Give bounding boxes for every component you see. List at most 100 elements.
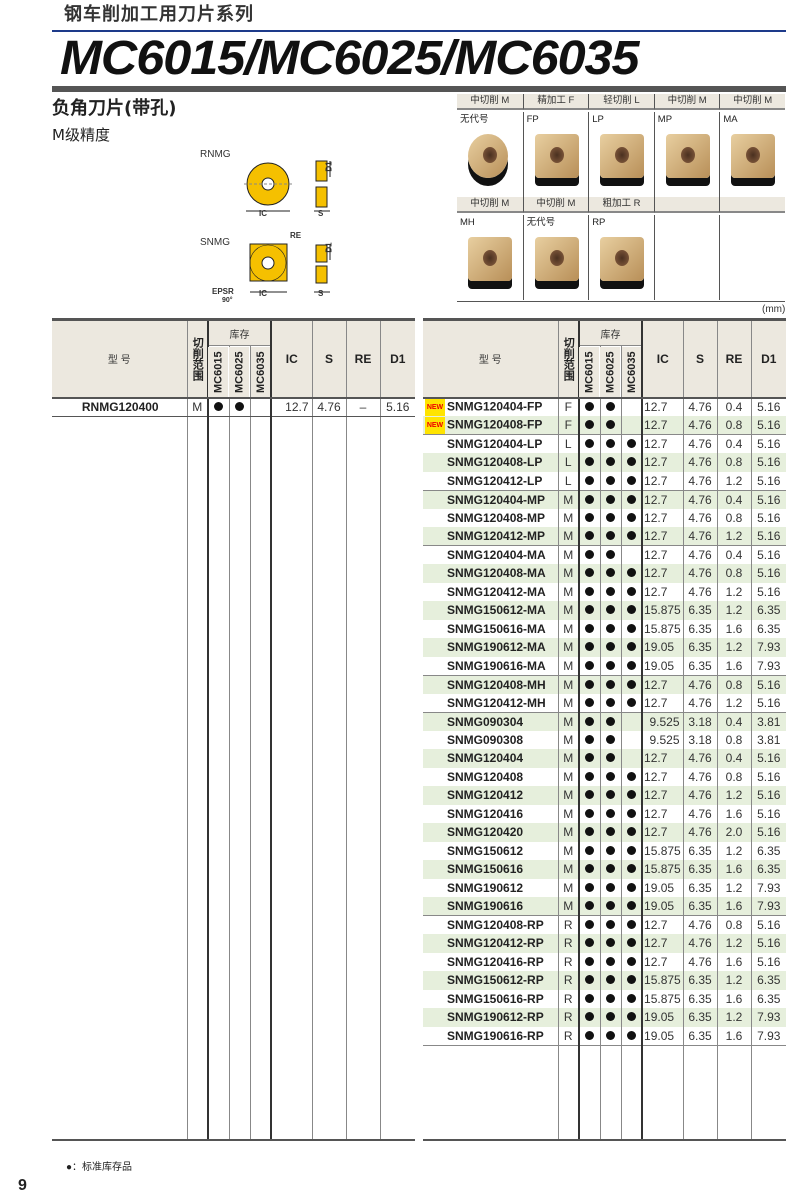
model-code: SNMG150616-MA bbox=[447, 621, 546, 636]
table-row: SNMG120408-MP M 12.7 4.76 0.8 5.16 bbox=[423, 508, 787, 527]
header-ic: IC bbox=[641, 319, 684, 399]
stock-cell bbox=[578, 397, 600, 416]
re-value: 1.2 bbox=[716, 582, 752, 601]
s-value: 4.76 bbox=[682, 489, 718, 509]
re-value: 0.8 bbox=[716, 674, 752, 694]
s-value: 4.76 bbox=[682, 471, 718, 490]
stock-cell bbox=[599, 638, 621, 657]
stock-cell bbox=[620, 767, 643, 786]
table-row: SNMG120412-LP L 12.7 4.76 1.2 5.16 bbox=[423, 471, 787, 490]
re-value: 1.2 bbox=[716, 1008, 752, 1027]
s-value: 4.76 bbox=[682, 434, 718, 453]
header-grade: MC6035 bbox=[250, 345, 272, 398]
stock-cell bbox=[620, 453, 643, 472]
cutting-range: M bbox=[557, 749, 579, 768]
stock-dot-icon bbox=[626, 475, 636, 485]
re-value: 0.4 bbox=[716, 545, 752, 564]
ic-value: 12.7 bbox=[641, 804, 684, 823]
d1-value: 5.16 bbox=[750, 674, 787, 694]
stock-cell bbox=[599, 489, 621, 509]
s-value: 4.76 bbox=[682, 545, 718, 564]
re-value: 1.6 bbox=[716, 989, 752, 1008]
stock-cell bbox=[578, 1026, 600, 1045]
stock-dot-icon bbox=[606, 771, 615, 781]
s-value: 4.76 bbox=[682, 564, 718, 583]
model-code: SNMG120404-FP bbox=[447, 399, 543, 414]
re-value: 1.6 bbox=[716, 1026, 752, 1045]
table-row: SNMG190616 M 19.05 6.35 1.6 7.93 bbox=[423, 897, 787, 916]
stock-legend: ●：标准库存品 bbox=[66, 1162, 133, 1173]
d1-value: 5.16 bbox=[750, 453, 787, 472]
stock-dot-icon bbox=[606, 550, 615, 559]
stock-cell bbox=[578, 711, 600, 731]
model-code: SNMG120412-MA bbox=[447, 584, 546, 599]
category-title: 负角刀片(带孔) bbox=[52, 98, 177, 119]
stock-dot-icon bbox=[606, 697, 615, 707]
stock-dot-icon bbox=[214, 402, 224, 411]
s-value: 4.76 bbox=[682, 693, 718, 712]
cutting-range: M bbox=[557, 656, 579, 675]
chipbreaker-code: MA bbox=[723, 114, 738, 125]
cutting-range: M bbox=[557, 786, 579, 805]
stock-dot-icon bbox=[606, 938, 615, 948]
s-value: 6.35 bbox=[682, 897, 718, 916]
header-grade: MC6035 bbox=[621, 345, 643, 398]
cutting-range: M bbox=[557, 638, 579, 657]
stock-dot-icon bbox=[606, 901, 615, 910]
header-grade: MC6015 bbox=[208, 345, 229, 398]
cutting-range: L bbox=[557, 453, 579, 472]
stock-cell bbox=[599, 730, 621, 749]
d1-value: 3.81 bbox=[750, 711, 787, 731]
stock-dot-icon bbox=[606, 864, 615, 874]
model-code: SNMG090304 bbox=[447, 714, 524, 729]
chipbreaker-cell: 无代号 bbox=[457, 112, 523, 197]
re-value: 1.6 bbox=[716, 897, 752, 916]
stock-cell bbox=[599, 545, 621, 564]
s-value: 6.35 bbox=[682, 601, 718, 620]
ic-value: 19.05 bbox=[641, 1026, 684, 1045]
stock-dot-icon bbox=[606, 882, 615, 892]
s-value: 4.76 bbox=[682, 934, 718, 953]
stock-dot-icon bbox=[606, 439, 615, 448]
ic-value: 12.7 bbox=[641, 749, 684, 768]
header-grade: MC6025 bbox=[600, 345, 621, 398]
stock-dot-icon bbox=[626, 457, 636, 467]
ic-value: 12.7 bbox=[641, 693, 684, 712]
s-value: 6.35 bbox=[682, 656, 718, 675]
ic-value: 19.05 bbox=[641, 1008, 684, 1027]
cutting-range: L bbox=[557, 471, 579, 490]
chipbreaker-code: MP bbox=[657, 114, 673, 125]
table-row: SNMG120408 M 12.7 4.76 0.8 5.16 bbox=[423, 767, 787, 786]
stock-cell bbox=[599, 952, 621, 971]
cutting-range: F bbox=[557, 397, 579, 416]
table-row: SNMG150616 M 15.875 6.35 1.6 6.35 bbox=[423, 860, 787, 879]
stock-dot-icon bbox=[585, 808, 595, 818]
cutting-range: M bbox=[557, 545, 579, 564]
d1-value: 3.81 bbox=[750, 730, 787, 749]
chipbreaker-range bbox=[653, 197, 720, 213]
ic-value: 12.7 bbox=[270, 397, 313, 417]
model-code: SNMG120408-LP bbox=[447, 455, 543, 470]
stock-cell bbox=[620, 564, 643, 583]
stock-cell bbox=[599, 619, 621, 638]
model-code: SNMG120412-MH bbox=[447, 695, 546, 710]
d1-value: 5.16 bbox=[750, 471, 787, 490]
stock-dot-icon bbox=[585, 457, 595, 467]
s-value: 3.18 bbox=[682, 730, 718, 749]
stock-dot-icon bbox=[585, 605, 595, 615]
re-value: 1.6 bbox=[716, 656, 752, 675]
chipbreaker-code bbox=[655, 215, 720, 219]
stock-dot-icon bbox=[585, 882, 595, 892]
stock-dot-icon bbox=[626, 1030, 636, 1040]
table-row: SNMG150612-RP R 15.875 6.35 1.2 6.35 bbox=[423, 971, 787, 990]
cutting-range: M bbox=[557, 711, 579, 731]
d1-value: 5.16 bbox=[750, 767, 787, 786]
re-value: 0.8 bbox=[716, 767, 752, 786]
table-row: SNMG190612-RP R 19.05 6.35 1.2 7.93 bbox=[423, 1008, 787, 1027]
stock-dot-icon bbox=[606, 920, 615, 929]
d1-value: 5.16 bbox=[750, 508, 787, 527]
stock-cell bbox=[620, 582, 643, 601]
angle-label: 90° bbox=[222, 297, 233, 304]
cutting-range: L bbox=[557, 434, 579, 453]
stock-cell bbox=[620, 471, 643, 490]
